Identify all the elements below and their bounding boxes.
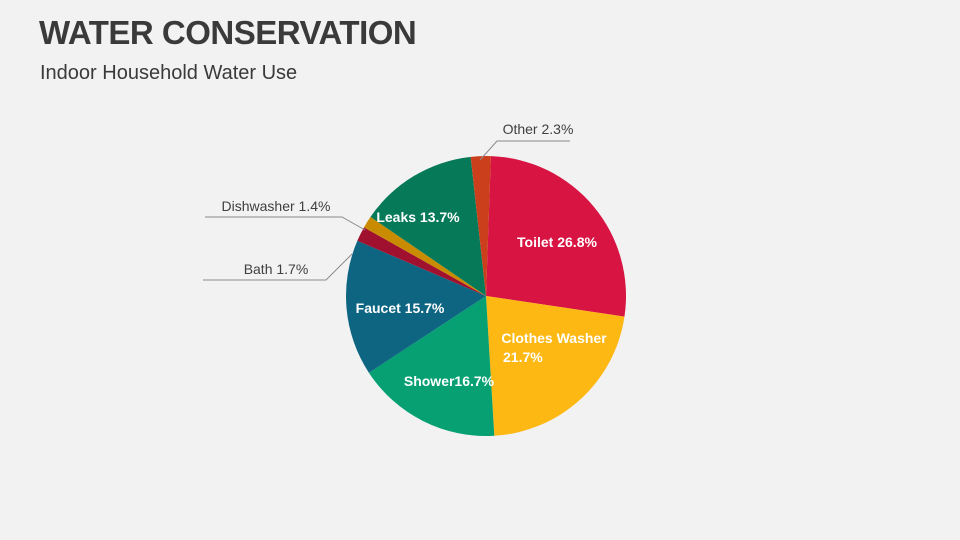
data-label: Bath 1.7%	[244, 261, 309, 277]
data-label: 21.7%	[503, 349, 543, 365]
data-label: Dishwasher 1.4%	[222, 198, 331, 214]
pie-slice-other	[470, 156, 491, 296]
data-label: Shower16.7%	[404, 373, 495, 389]
leader-line	[205, 216, 366, 231]
page-subtitle: Indoor Household Water Use	[40, 62, 298, 84]
data-label: Toilet 26.8%	[517, 234, 597, 250]
page-title: WATER CONSERVATION	[39, 14, 417, 51]
pie-slice-clothes-washer	[486, 296, 625, 436]
pie-slice-bath	[357, 227, 486, 296]
data-label: Other 2.3%	[503, 121, 574, 137]
leader-line	[479, 140, 570, 161]
pie-slice-dishwasher	[363, 216, 486, 296]
data-label: Leaks 13.7%	[376, 209, 460, 225]
data-label: Clothes Washer	[501, 330, 607, 346]
leader-line	[203, 253, 353, 281]
pie-slice-faucet	[345, 240, 486, 373]
pie-slice-leaks	[370, 156, 486, 296]
pie-slice-shower	[368, 296, 495, 436]
pie-slice-toilet	[486, 156, 626, 317]
data-label: Faucet 15.7%	[356, 300, 445, 316]
